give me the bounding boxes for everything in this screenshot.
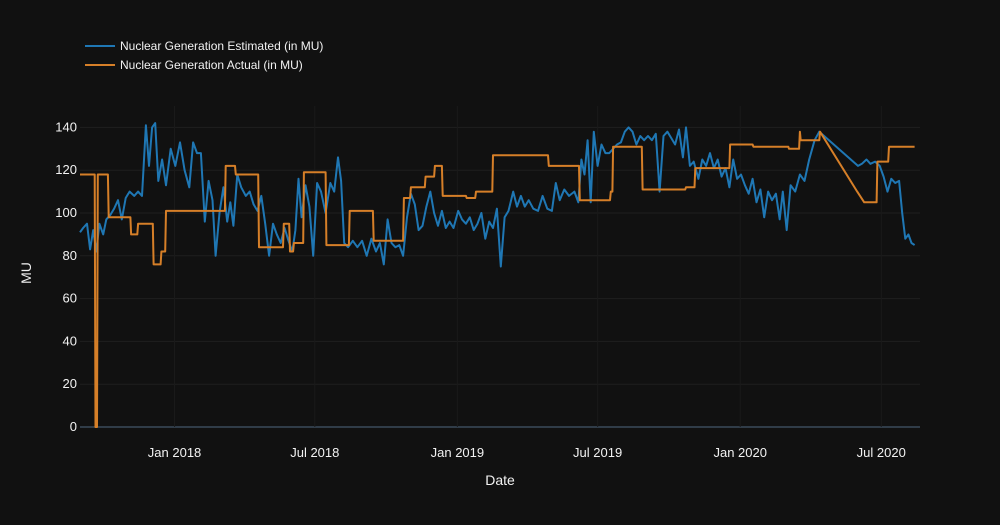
x-tick-label: Jul 2018 [290, 445, 339, 460]
axes: 0 20 40 60 80 100 120 140 Jan 2018 Jul 2018 Jan 20… [55, 119, 906, 460]
y-tick-label: 20 [63, 376, 77, 391]
y-tick-label: 60 [63, 291, 77, 306]
y-tick-label: 0 [70, 419, 77, 434]
y-tick-label: 80 [63, 248, 77, 263]
x-tick-label: Jan 2018 [148, 445, 202, 460]
legend-item-estimated[interactable]: Nuclear Generation Estimated (in MU) [85, 39, 323, 53]
y-tick-label: 120 [55, 162, 77, 177]
x-axis-title: Date [485, 472, 515, 488]
x-tick-label: Jan 2020 [713, 445, 767, 460]
legend-label-estimated: Nuclear Generation Estimated (in MU) [120, 39, 323, 53]
legend-item-actual[interactable]: Nuclear Generation Actual (in MU) [85, 58, 303, 72]
legend[interactable]: Nuclear Generation Estimated (in MU) Nuc… [85, 39, 323, 72]
y-tick-label: 140 [55, 119, 77, 134]
y-tick-label: 40 [63, 333, 77, 348]
y-tick-label: 100 [55, 205, 77, 220]
x-tick-label: Jan 2019 [431, 445, 485, 460]
series-line-actual[interactable] [80, 130, 915, 428]
x-tick-label: Jul 2019 [573, 445, 622, 460]
series-line-estimated[interactable] [79, 122, 916, 268]
x-tick-label: Jul 2020 [857, 445, 906, 460]
y-axis-title: MU [18, 262, 34, 284]
legend-label-actual: Nuclear Generation Actual (in MU) [120, 58, 303, 72]
series-lines [79, 122, 916, 428]
